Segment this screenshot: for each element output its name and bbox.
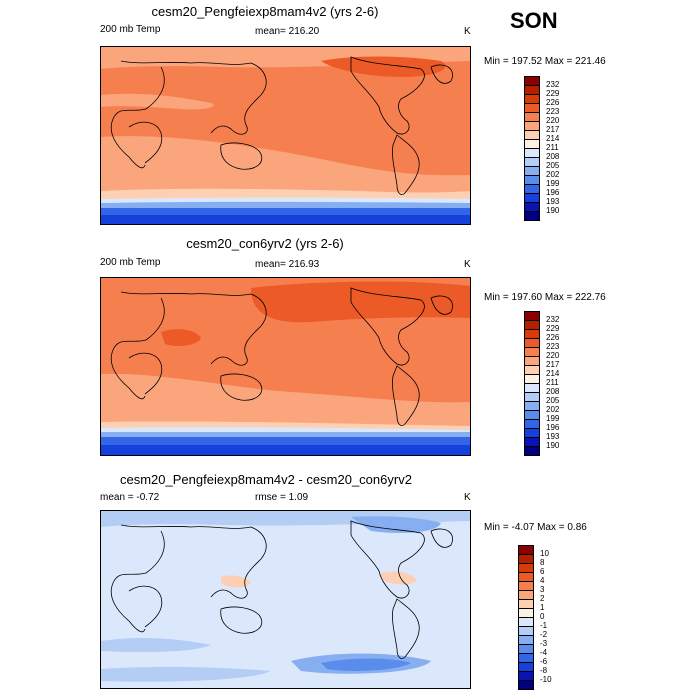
minmax-label: Min = -4.07 Max = 0.86 bbox=[484, 522, 587, 533]
colorbar-label: 217 bbox=[546, 360, 560, 369]
contour-warm-asia bbox=[161, 329, 201, 346]
colorbar-label: 193 bbox=[546, 432, 560, 441]
colorbar-label: -4 bbox=[540, 648, 548, 657]
contour-pos-1 bbox=[221, 575, 251, 588]
colorbar-label: 223 bbox=[546, 342, 560, 351]
map-difference bbox=[100, 510, 471, 689]
colorbar-label: -2 bbox=[540, 630, 548, 639]
contour-light-band bbox=[101, 93, 214, 110]
colorbar-label: 4 bbox=[540, 576, 545, 585]
colorbar-swatch bbox=[524, 211, 540, 221]
map-experiment bbox=[100, 46, 471, 225]
colorbar-label: 8 bbox=[540, 558, 545, 567]
colorbar-label: 0 bbox=[540, 612, 545, 621]
panel-title: cesm20_Pengfeiexp8mam4v2 (yrs 2-6) bbox=[151, 4, 379, 19]
colorbar-label: 6 bbox=[540, 567, 545, 576]
colorbar-swatch bbox=[524, 446, 540, 456]
coastlines bbox=[110, 287, 453, 426]
colorbar-swatch bbox=[518, 680, 534, 690]
contour-warm-north bbox=[321, 56, 446, 77]
coastlines bbox=[110, 56, 453, 195]
units-label: K bbox=[464, 26, 471, 37]
colorbar-label: 3 bbox=[540, 585, 545, 594]
map-control bbox=[100, 277, 471, 456]
colorbar-label: 190 bbox=[546, 206, 560, 215]
colorbar-label: 232 bbox=[546, 315, 560, 324]
colorbar-label: 196 bbox=[546, 188, 560, 197]
colorbar-label: -3 bbox=[540, 639, 548, 648]
minmax-label: Min = 197.60 Max = 222.76 bbox=[484, 292, 606, 303]
colorbar-label: 223 bbox=[546, 107, 560, 116]
colorbar-label: 2 bbox=[540, 594, 545, 603]
colorbar-label: 220 bbox=[546, 116, 560, 125]
colorbar-label: 211 bbox=[546, 143, 559, 152]
panel-title: cesm20_Pengfeiexp8mam4v2 - cesm20_con6yr… bbox=[120, 472, 412, 487]
colorbar-label: -6 bbox=[540, 657, 548, 666]
contour-pos-2 bbox=[381, 571, 417, 585]
diff-mean-label: mean = -0.72 bbox=[100, 492, 160, 503]
colorbar-label: -10 bbox=[540, 675, 552, 684]
colorbar-label: 205 bbox=[546, 161, 560, 170]
colorbar-label: 10 bbox=[540, 549, 549, 558]
colorbar-label: 217 bbox=[546, 125, 560, 134]
colorbar-label: 202 bbox=[546, 405, 560, 414]
colorbar-label: 208 bbox=[546, 152, 560, 161]
contour-neg-arctic bbox=[351, 516, 441, 533]
colorbar-label: 193 bbox=[546, 197, 560, 206]
minmax-label: Min = 197.52 Max = 221.46 bbox=[484, 56, 606, 67]
colorbar-label: 229 bbox=[546, 324, 560, 333]
contour-neg-south-1 bbox=[101, 638, 211, 653]
contour-neg-south-4 bbox=[101, 666, 271, 682]
field-label: 200 mb Temp bbox=[100, 24, 161, 35]
colorbar-label: 205 bbox=[546, 396, 560, 405]
panel-title: cesm20_con6yrv2 (yrs 2-6) bbox=[186, 236, 344, 251]
colorbar-label: 196 bbox=[546, 423, 560, 432]
coastlines bbox=[110, 520, 453, 659]
colorbar-label: 199 bbox=[546, 179, 560, 188]
colorbar-label: 208 bbox=[546, 387, 560, 396]
season-label: SON bbox=[510, 8, 558, 33]
mean-label: mean= 216.93 bbox=[255, 259, 320, 270]
colorbar-label: 214 bbox=[546, 134, 560, 143]
units-label: K bbox=[464, 259, 471, 270]
contour-cold-4 bbox=[101, 215, 470, 224]
colorbar-label: 220 bbox=[546, 351, 560, 360]
units-label: K bbox=[464, 492, 471, 503]
rmse-label: rmse = 1.09 bbox=[255, 492, 309, 503]
colorbar-label: 211 bbox=[546, 378, 559, 387]
colorbar-label: 1 bbox=[540, 603, 545, 612]
colorbar-label: 214 bbox=[546, 369, 560, 378]
contour-warm-north bbox=[251, 281, 470, 323]
field-label: 200 mb Temp bbox=[100, 257, 161, 268]
colorbar-label: -1 bbox=[540, 621, 548, 630]
colorbar-label: 202 bbox=[546, 170, 560, 179]
contour-cold-4 bbox=[101, 445, 470, 455]
colorbar-label: 199 bbox=[546, 414, 560, 423]
contour-neg-south-3 bbox=[321, 658, 411, 671]
colorbar-label: 229 bbox=[546, 89, 560, 98]
colorbar-label: 226 bbox=[546, 333, 560, 342]
colorbar-label: 190 bbox=[546, 441, 560, 450]
mean-label: mean= 216.20 bbox=[255, 26, 320, 37]
colorbar-label: 226 bbox=[546, 98, 560, 107]
colorbar-label: -8 bbox=[540, 666, 548, 675]
colorbar-label: 232 bbox=[546, 80, 560, 89]
